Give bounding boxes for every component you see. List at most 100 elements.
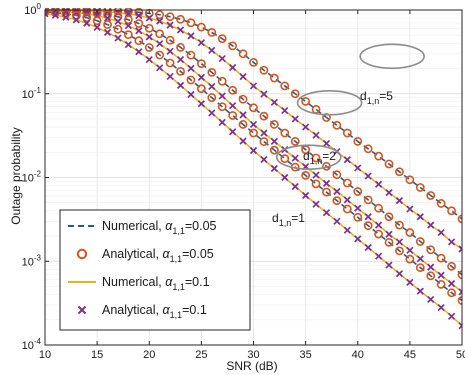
data-point-x bbox=[260, 155, 268, 164]
data-point-circle bbox=[207, 93, 217, 102]
data-point-circle bbox=[196, 59, 206, 69]
data-point-x bbox=[354, 204, 362, 212]
axes: 10 15 20 25 30 35 40 45 50 10-4 10-3 10-2 10-1 100 bbox=[22, 2, 465, 361]
data-point-circle bbox=[249, 57, 258, 67]
data-point-x bbox=[333, 217, 341, 225]
data-point-circle bbox=[186, 75, 196, 85]
data-point-circle bbox=[259, 65, 269, 75]
data-point-circle bbox=[82, 8, 92, 17]
data-point-x bbox=[312, 200, 320, 208]
data-point-x bbox=[156, 64, 164, 72]
data-point-x bbox=[427, 263, 435, 271]
data-point-circle bbox=[301, 145, 311, 155]
data-point-circle bbox=[290, 136, 300, 146]
data-point-x bbox=[395, 238, 404, 246]
annotations: d1,n=5 d1,n=2 d1,n=1 bbox=[272, 43, 425, 228]
data-point-circle bbox=[103, 20, 112, 29]
data-point-x bbox=[239, 73, 247, 81]
data-point-circle bbox=[207, 28, 217, 37]
data-point-x bbox=[302, 191, 310, 200]
data-point-circle bbox=[155, 50, 165, 60]
data-point-circle bbox=[280, 81, 290, 91]
data-point-circle bbox=[322, 187, 331, 197]
data-point-x bbox=[291, 154, 299, 162]
annotation-label: d1,n=1 bbox=[272, 211, 305, 228]
data-point-circle bbox=[415, 263, 425, 272]
x-tick-label: 30 bbox=[247, 349, 259, 361]
data-point-circle bbox=[144, 43, 154, 52]
data-point-x bbox=[197, 73, 205, 81]
data-point-x bbox=[291, 182, 299, 191]
data-point-x bbox=[354, 164, 362, 172]
data-point-circle bbox=[165, 58, 175, 68]
data-point-circle bbox=[280, 128, 290, 138]
y-axis-label: Outage probability bbox=[9, 127, 23, 224]
data-point-circle bbox=[269, 145, 279, 155]
data-point-x bbox=[135, 48, 143, 56]
data-point-x bbox=[187, 64, 195, 72]
data-point-circle bbox=[259, 111, 269, 121]
legend-entry-label: Analytical, α1,1=0.1 bbox=[102, 303, 207, 320]
data-point-x bbox=[302, 123, 310, 131]
data-point-x bbox=[374, 180, 383, 188]
data-point-x bbox=[416, 255, 424, 263]
data-point-x bbox=[176, 81, 185, 89]
data-point-x bbox=[343, 196, 351, 204]
data-point-circle bbox=[311, 153, 321, 163]
data-point-x bbox=[135, 27, 143, 35]
data-point-x bbox=[364, 243, 372, 252]
data-point-x bbox=[145, 33, 153, 41]
data-point-circle bbox=[113, 24, 123, 34]
data-point-x bbox=[416, 213, 424, 221]
data-point-x bbox=[218, 118, 226, 126]
data-point-circle bbox=[426, 245, 436, 255]
data-point-x bbox=[312, 131, 320, 139]
data-point-circle bbox=[228, 85, 238, 95]
data-point-circle bbox=[144, 23, 154, 33]
legend-circle-swatch bbox=[76, 248, 88, 260]
data-point-x bbox=[406, 278, 414, 286]
data-point-circle bbox=[332, 170, 342, 180]
data-point-x bbox=[72, 16, 80, 24]
data-point-circle bbox=[384, 237, 394, 247]
data-point-circle bbox=[374, 203, 383, 213]
legend-entry-label: Numerical, α1,1=0.05 bbox=[102, 219, 217, 236]
data-point-x bbox=[103, 14, 112, 22]
data-point-x bbox=[166, 47, 174, 55]
data-point-circle bbox=[249, 103, 258, 113]
data-point-circle bbox=[384, 212, 394, 222]
data-point-x bbox=[270, 137, 278, 145]
data-point-x bbox=[385, 189, 393, 197]
data-point-circle bbox=[155, 10, 165, 20]
data-point-circle bbox=[217, 76, 227, 86]
data-point-x bbox=[249, 120, 258, 129]
data-point-circle bbox=[269, 73, 279, 83]
data-point-circle bbox=[415, 183, 425, 192]
data-point-x bbox=[291, 115, 299, 123]
data-point-x bbox=[124, 22, 133, 30]
data-point-x bbox=[322, 139, 331, 148]
data-point-x bbox=[249, 82, 258, 90]
data-point-x bbox=[406, 246, 414, 254]
data-point-x bbox=[447, 238, 456, 246]
data-point-circle bbox=[342, 178, 352, 188]
data-point-x bbox=[166, 21, 174, 29]
data-point-x bbox=[249, 146, 258, 155]
data-point-circle bbox=[311, 179, 321, 189]
data-point-x bbox=[458, 322, 462, 330]
data-point-x bbox=[187, 32, 195, 40]
data-point-circle bbox=[134, 36, 144, 46]
data-point-circle bbox=[322, 113, 331, 122]
data-point-circle bbox=[123, 30, 133, 40]
data-point-circle bbox=[238, 120, 248, 129]
data-point-circle bbox=[342, 128, 352, 138]
data-point-circle bbox=[123, 15, 133, 25]
data-point-circle bbox=[363, 144, 373, 154]
data-point-x bbox=[103, 28, 112, 36]
data-point-circle bbox=[405, 175, 415, 185]
data-point-circle bbox=[186, 50, 196, 60]
data-point-circle bbox=[269, 120, 279, 129]
data-point-x bbox=[114, 17, 122, 26]
data-point-circle bbox=[426, 271, 436, 281]
data-point-x bbox=[281, 106, 289, 115]
